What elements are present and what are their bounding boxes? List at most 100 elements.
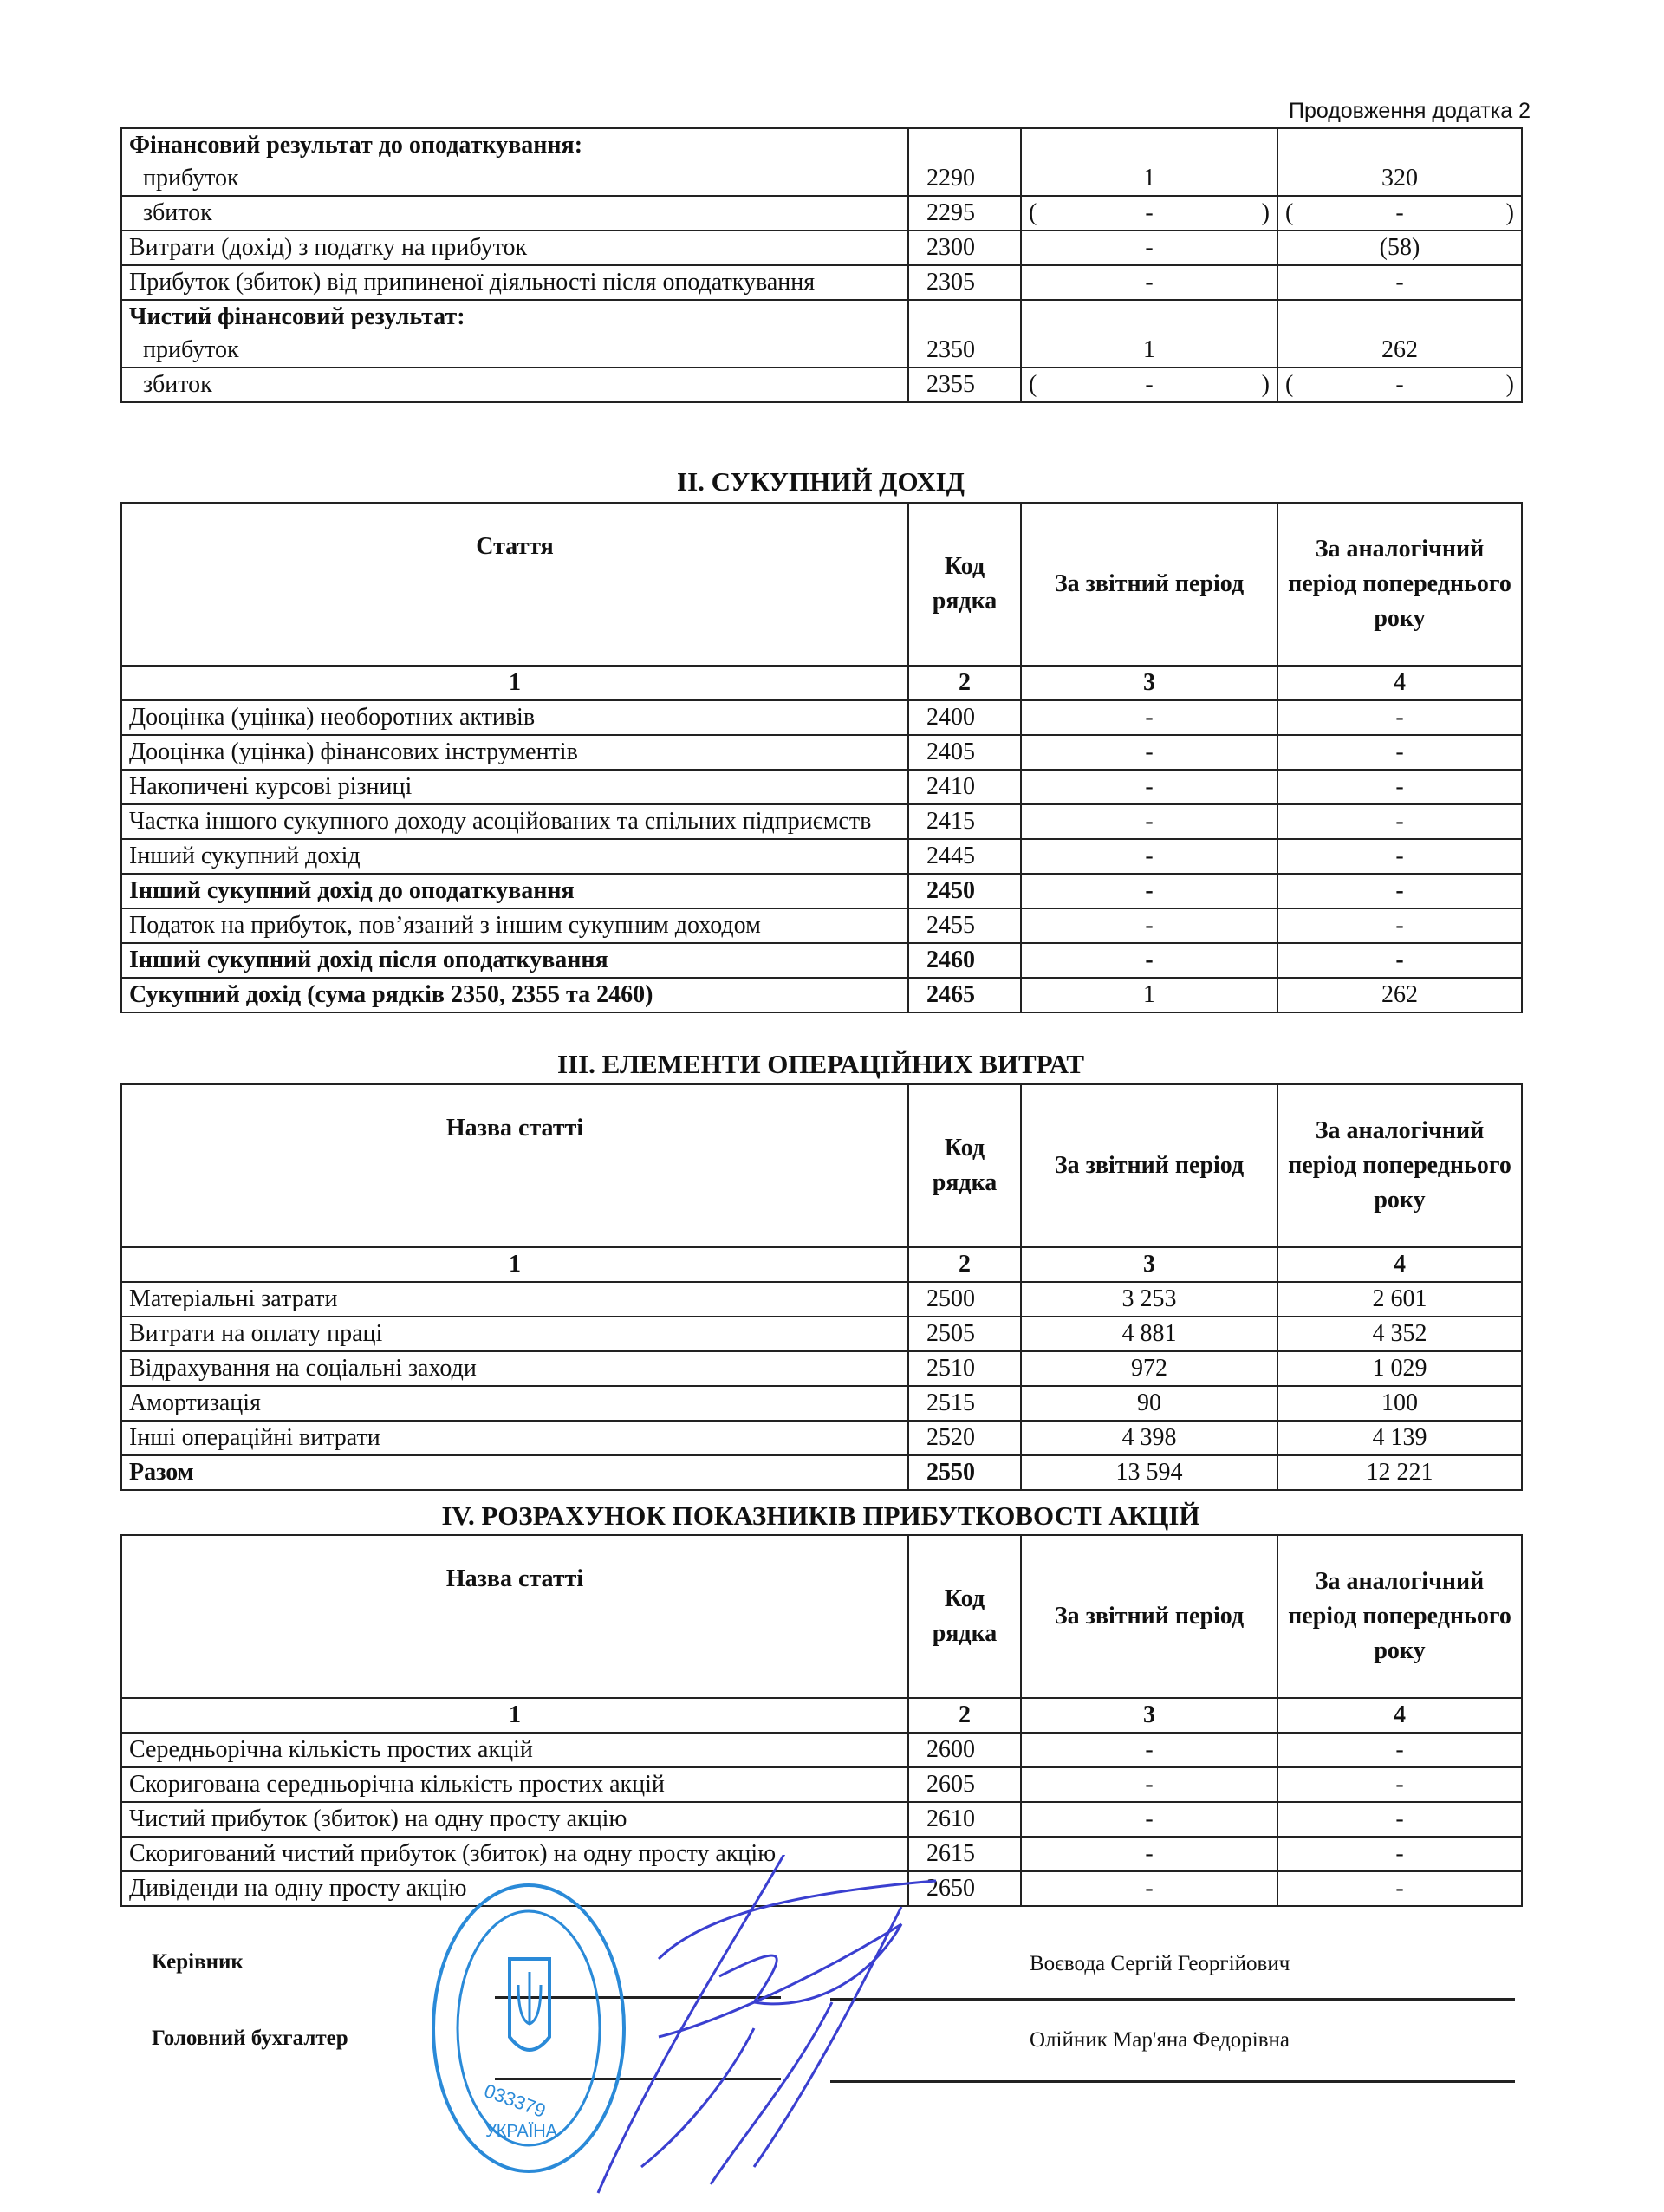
- previous-value: -: [1395, 808, 1404, 835]
- row-label-cell: Витрати (дохід) з податку на прибуток: [120, 230, 909, 266]
- row-code-cell: 2295: [907, 195, 1022, 231]
- row-code: 2500: [926, 1285, 975, 1312]
- current-cell: (-): [1020, 367, 1278, 403]
- table-row: Фінансовий результат до оподаткування: пр…: [120, 127, 1523, 197]
- row-label: Скоригована середньорічна кількість прос…: [129, 1771, 665, 1798]
- current-value: 13 594: [1115, 1459, 1183, 1486]
- current-value: -: [1145, 199, 1154, 226]
- column-header: За аналогічний період попереднього року: [1277, 502, 1523, 667]
- column-number: 3: [1020, 1697, 1278, 1734]
- previous-cell: -: [1277, 803, 1523, 840]
- current-value: 1: [1143, 336, 1155, 363]
- row-code: 2615: [926, 1840, 975, 1867]
- row-code-cell: 2290: [907, 127, 1022, 197]
- previous-cell: -: [1277, 1766, 1523, 1803]
- column-header: За звітний період: [1020, 1083, 1278, 1248]
- row-code: 2510: [926, 1355, 975, 1382]
- row-code-cell: 2600: [907, 1732, 1022, 1768]
- row-code: 2515: [926, 1389, 975, 1416]
- previous-value: -: [1395, 1805, 1404, 1832]
- previous-value: (58): [1379, 234, 1420, 261]
- table-row: Чистий прибуток (збиток) на одну просту …: [120, 1801, 1523, 1838]
- previous-cell: -: [1277, 1732, 1523, 1768]
- current-value: 90: [1137, 1389, 1161, 1416]
- open-paren: (: [1285, 371, 1294, 398]
- current-cell: -: [1020, 803, 1278, 840]
- current-value: -: [1145, 947, 1154, 973]
- previous-cell: 2 601: [1277, 1281, 1523, 1317]
- close-paren: ): [1261, 199, 1270, 226]
- row-label-cell: Дооцінка (уцінка) необоротних активів: [120, 699, 909, 736]
- row-code: 2300: [926, 234, 975, 261]
- previous-cell: -: [1277, 734, 1523, 771]
- row-label: Дооцінка (уцінка) фінансових інструменті…: [129, 738, 578, 765]
- previous-value: 262: [1381, 336, 1418, 363]
- section4-title: IV. РОЗРАХУНОК ПОКАЗНИКІВ ПРИБУТКОВОСТІ …: [441, 1500, 1200, 1531]
- previous-value: -: [1395, 947, 1404, 973]
- row-code: 2455: [926, 912, 975, 939]
- current-cell: 4 398: [1020, 1420, 1278, 1456]
- previous-value: 12 221: [1366, 1459, 1433, 1486]
- column-header: Назва статті: [120, 1083, 909, 1248]
- row-code-cell: 2605: [907, 1766, 1022, 1803]
- row-code: 2295: [926, 199, 975, 226]
- row-heading: Чистий фінансовий результат:: [129, 303, 465, 330]
- table-row: Дивіденди на одну просту акцію 2650 - -: [120, 1870, 1523, 1907]
- table-row: Сукупний дохід (сума рядків 2350, 2355 т…: [120, 977, 1523, 1013]
- row-label-cell: збиток: [120, 367, 909, 403]
- close-paren: ): [1505, 199, 1514, 226]
- current-value: 972: [1131, 1355, 1167, 1382]
- previous-value: -: [1395, 773, 1404, 800]
- current-value: -: [1145, 843, 1154, 869]
- director-name-line: [830, 1998, 1515, 2001]
- financial-result-table: Фінансовий результат до оподаткування: пр…: [120, 127, 1523, 403]
- current-value: -: [1145, 808, 1154, 835]
- row-code-cell: 2415: [907, 803, 1022, 840]
- row-label: Дооцінка (уцінка) необоротних активів: [129, 704, 536, 731]
- row-code: 2305: [926, 269, 975, 296]
- previous-cell: (-): [1277, 195, 1523, 231]
- previous-cell: 320: [1277, 127, 1523, 197]
- previous-value: -: [1395, 1875, 1404, 1902]
- row-label: збиток: [143, 371, 212, 398]
- row-code-cell: 2510: [907, 1350, 1022, 1387]
- row-code: 2600: [926, 1736, 975, 1763]
- row-label: Податок на прибуток, пов’язаний з іншим …: [129, 912, 761, 939]
- handwritten-signature: [596, 1855, 937, 2194]
- previous-value: 4 139: [1372, 1424, 1427, 1451]
- previous-cell: 262: [1277, 977, 1523, 1013]
- column-number: 1: [120, 1697, 909, 1734]
- section3-title: ІІІ. ЕЛЕМЕНТИ ОПЕРАЦІЙНИХ ВИТРАТ: [556, 1049, 1084, 1079]
- row-label: Скоригований чистий прибуток (збиток) на…: [129, 1840, 777, 1867]
- current-value: 3 253: [1121, 1285, 1177, 1312]
- row-label-cell: Середньорічна кількість простих акцій: [120, 1732, 909, 1768]
- row-code-cell: 2550: [907, 1454, 1022, 1491]
- previous-value: 2 601: [1372, 1285, 1427, 1312]
- table-row: Матеріальні затрати 2500 3 253 2 601: [120, 1281, 1523, 1317]
- row-code: 2550: [926, 1459, 975, 1486]
- current-cell: -: [1020, 264, 1278, 301]
- column-header: Назва статті: [120, 1534, 909, 1699]
- current-cell: 1: [1020, 977, 1278, 1013]
- row-label-cell: Витрати на оплату праці: [120, 1316, 909, 1352]
- header-row: Назва статті Код рядка За звітний період За…: [120, 1534, 1523, 1699]
- previous-cell: 100: [1277, 1385, 1523, 1422]
- row-label-cell: Чистий фінансовий результат: прибуток: [120, 299, 909, 368]
- open-paren: (: [1029, 199, 1037, 226]
- previous-value: -: [1395, 704, 1404, 731]
- current-cell: 1: [1020, 299, 1278, 368]
- current-value: -: [1145, 1805, 1154, 1832]
- row-label-cell: Амортизація: [120, 1385, 909, 1422]
- row-code-cell: 2355: [907, 367, 1022, 403]
- current-cell: 4 881: [1020, 1316, 1278, 1352]
- current-cell: -: [1020, 769, 1278, 805]
- row-label: Витрати на оплату праці: [129, 1320, 383, 1347]
- previous-cell: (-): [1277, 367, 1523, 403]
- current-cell: -: [1020, 908, 1278, 944]
- previous-value: 100: [1381, 1389, 1418, 1416]
- row-label: Разом: [129, 1459, 194, 1486]
- director-name: Воєвода Сергій Георгійович: [1030, 1952, 1290, 1975]
- table-row: Амортизація 2515 90 100: [120, 1385, 1523, 1422]
